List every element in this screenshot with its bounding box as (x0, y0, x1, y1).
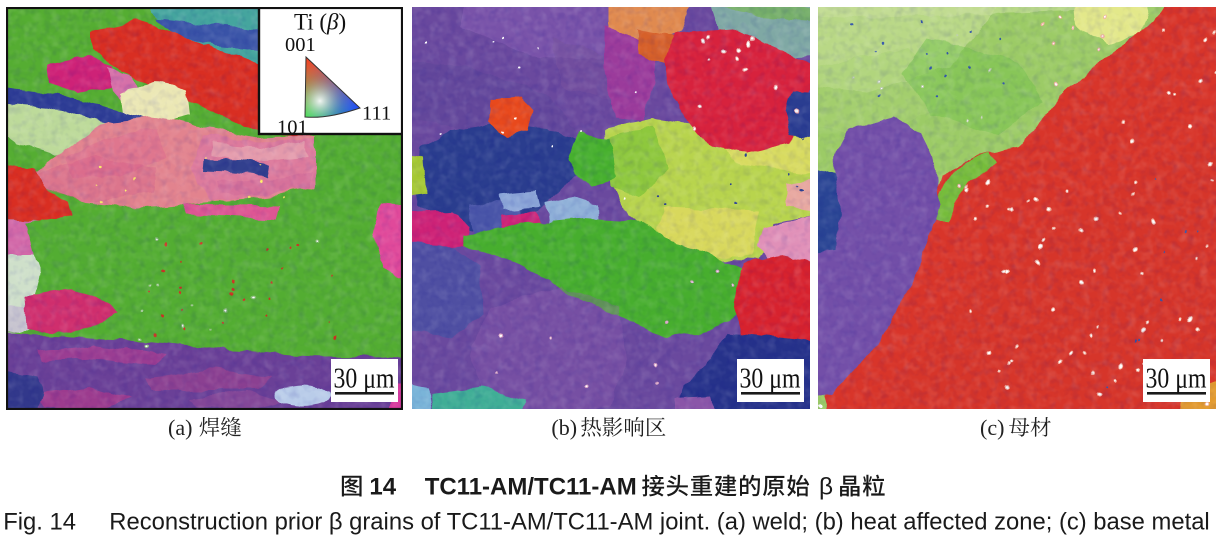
svg-text:Fig. 14: Fig. 14 (3, 509, 76, 536)
svg-text:(c): (c) (980, 415, 1004, 440)
svg-text:111: 111 (362, 103, 391, 125)
svg-text:(b): (b) (551, 415, 577, 440)
svg-text:TC11-AM/TC11-AM: TC11-AM/TC11-AM (425, 474, 637, 501)
svg-text:30 μm: 30 μm (740, 361, 801, 394)
svg-text:β: β (819, 474, 833, 501)
svg-text:Reconstruction prior β grains: Reconstruction prior β grains of TC11-AM… (109, 509, 1209, 536)
svg-text:30 μm: 30 μm (334, 361, 395, 394)
svg-text:14: 14 (369, 474, 396, 501)
svg-text:101: 101 (277, 117, 308, 139)
svg-text:001: 001 (285, 34, 316, 56)
svg-text:30 μm: 30 μm (1146, 361, 1207, 394)
svg-text:(a): (a) (168, 415, 192, 440)
svg-text:Ti (β): Ti (β) (294, 9, 346, 34)
